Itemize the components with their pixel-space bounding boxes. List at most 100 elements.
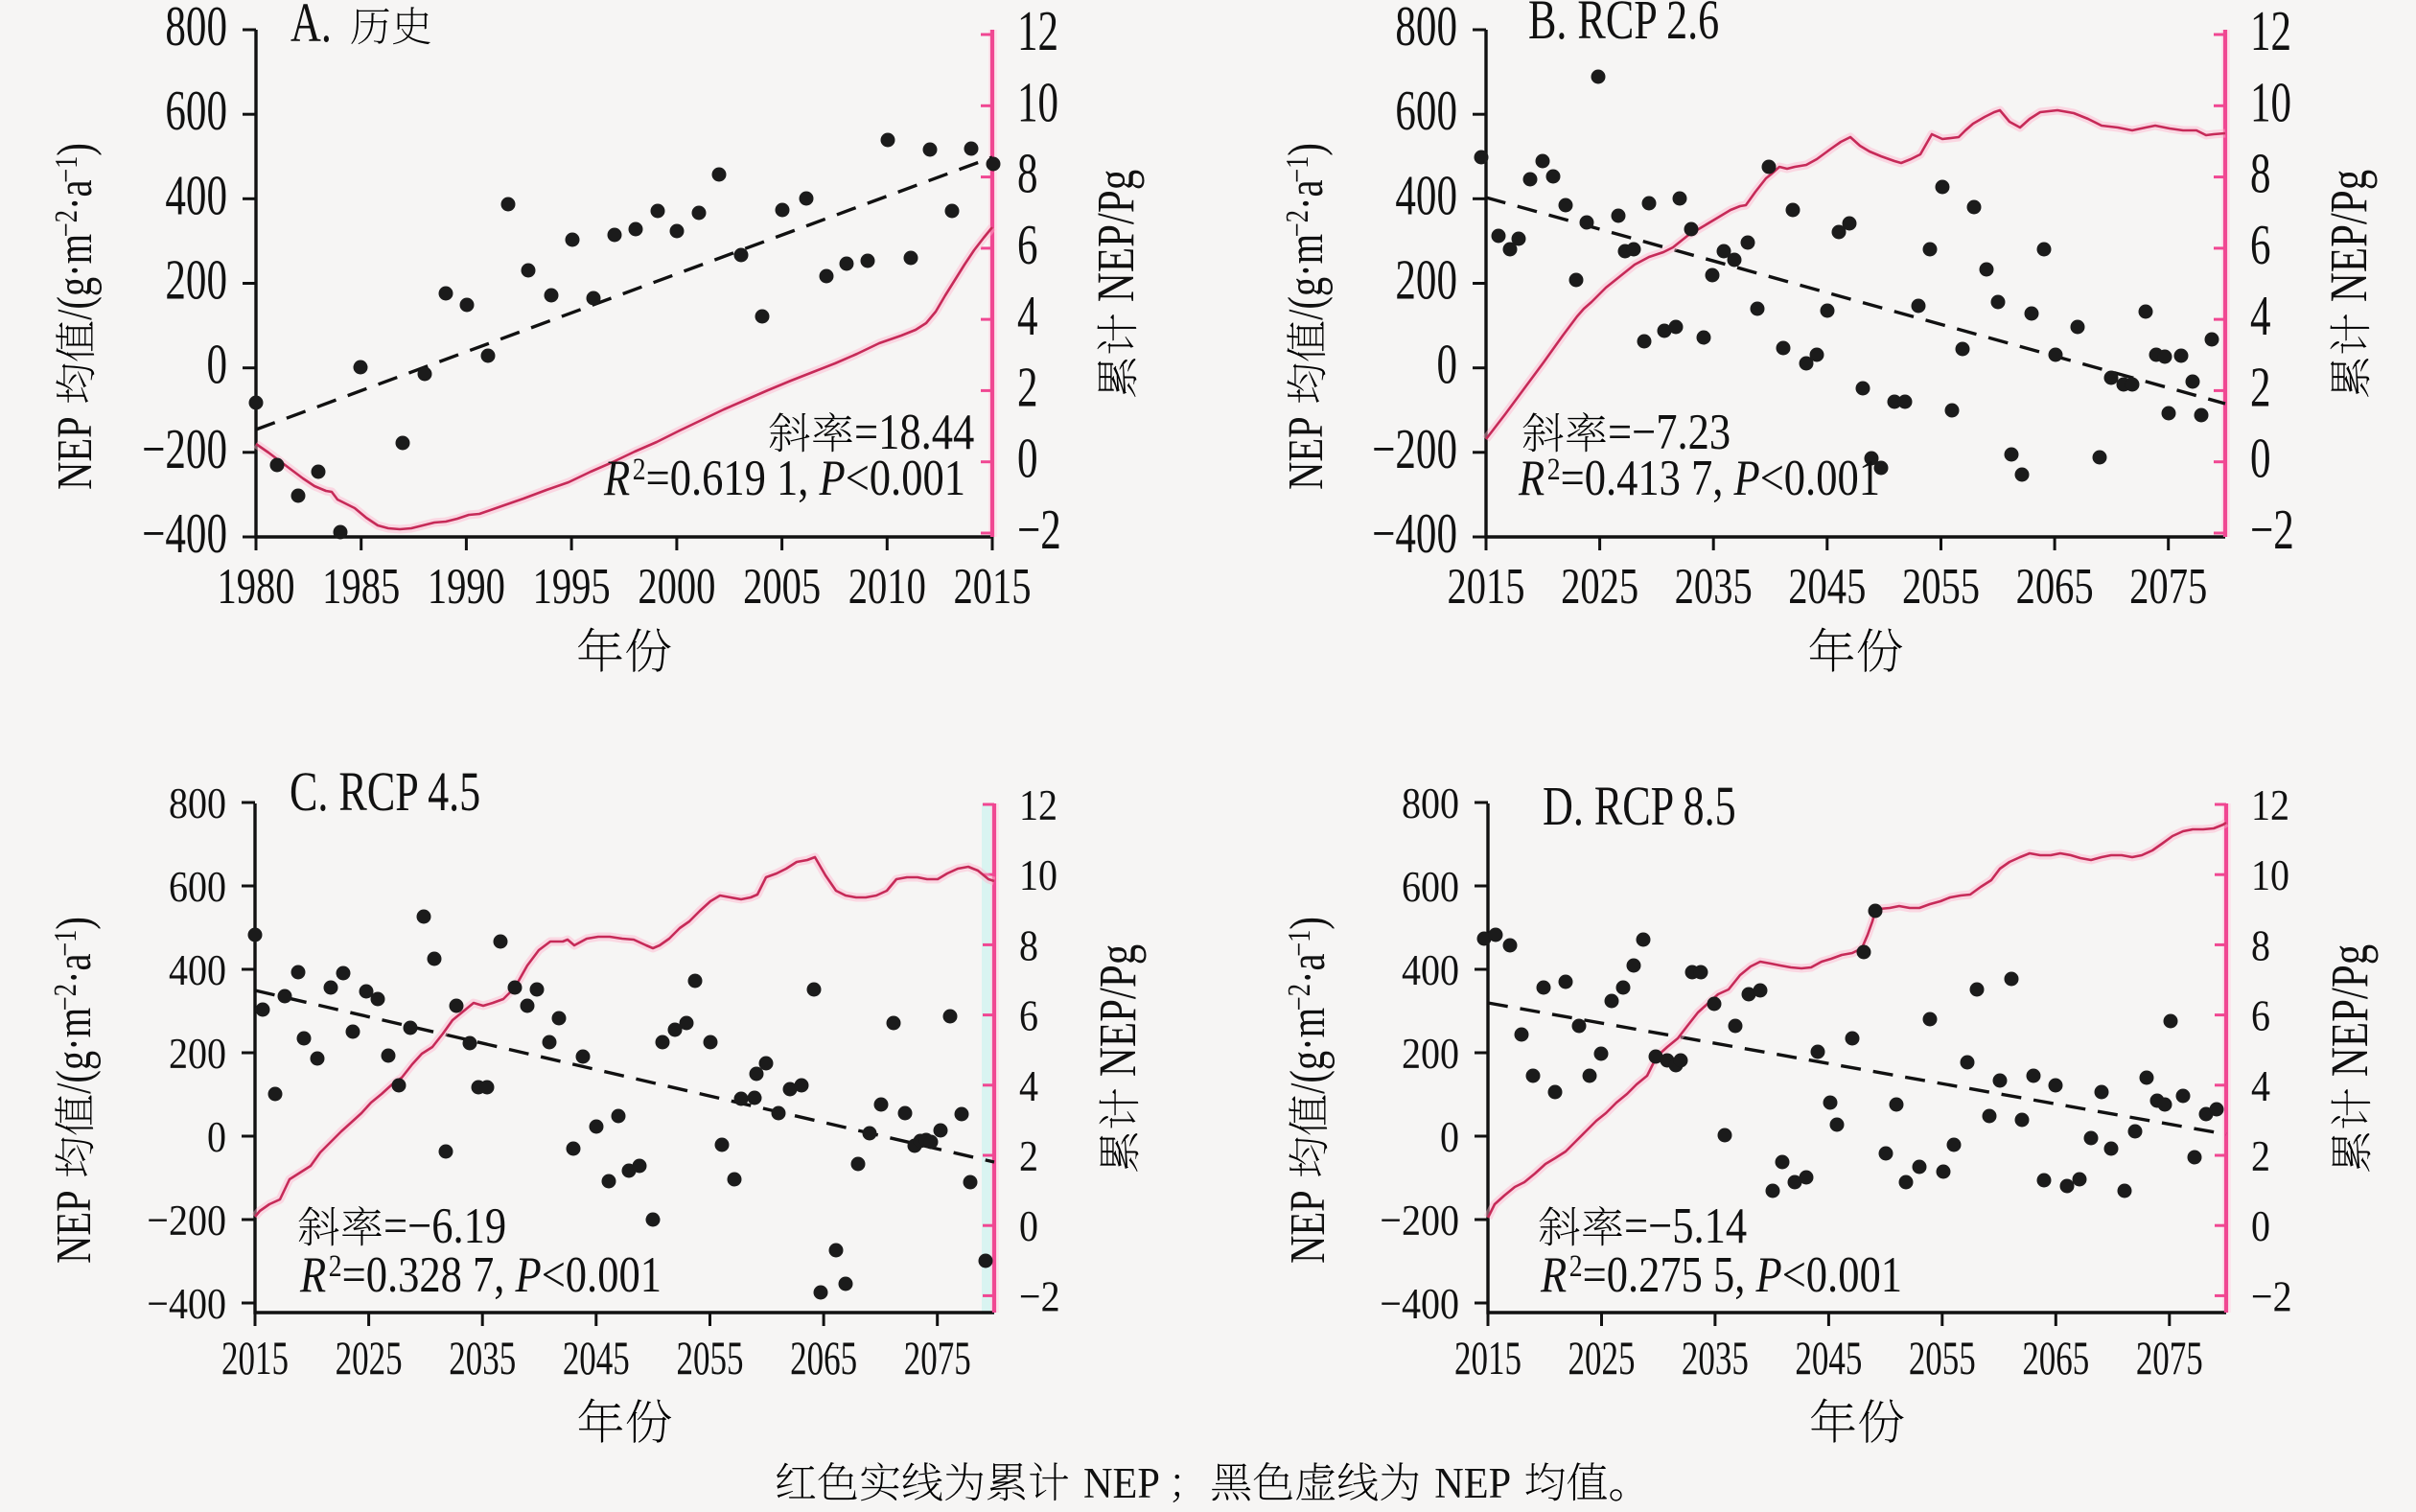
svg-text:2075: 2075 [2136, 1333, 2203, 1384]
svg-text:1985: 1985 [322, 559, 400, 615]
svg-text:−200: −200 [1380, 1198, 1459, 1245]
svg-text:2035: 2035 [1675, 559, 1753, 615]
svg-text:R: R [603, 449, 630, 506]
svg-text:P: P [1733, 449, 1760, 506]
svg-text:−2: −2 [47, 984, 83, 1011]
svg-text:<0.001: <0.001 [1782, 1245, 1902, 1303]
svg-text:NEP: NEP [47, 416, 103, 490]
svg-text:−400: −400 [147, 1281, 226, 1329]
svg-text:=−5.14: =−5.14 [1624, 1197, 1747, 1254]
svg-text:0: 0 [2251, 1203, 2270, 1251]
svg-text:800: 800 [1395, 0, 1457, 58]
svg-text:800: 800 [1402, 780, 1459, 828]
svg-text:2: 2 [633, 452, 646, 487]
svg-text:=0.619 1,: =0.619 1, [646, 449, 809, 506]
svg-text:−400: −400 [1372, 503, 1457, 566]
svg-text:2065: 2065 [2016, 559, 2094, 615]
svg-text:NEP: NEP [1083, 1460, 1160, 1507]
svg-text:2065: 2065 [2022, 1333, 2089, 1384]
svg-text:4: 4 [1019, 1062, 1038, 1110]
svg-text:6: 6 [2251, 992, 2270, 1040]
svg-text:200: 200 [169, 1031, 226, 1079]
svg-text:=−7.23: =−7.23 [1608, 403, 1731, 460]
svg-text:−2: −2 [1281, 984, 1317, 1011]
svg-text:6: 6 [1019, 992, 1038, 1040]
svg-text:200: 200 [1402, 1031, 1459, 1079]
svg-text:800: 800 [169, 780, 226, 828]
svg-text:2015: 2015 [953, 559, 1031, 615]
svg-text:2: 2 [2250, 357, 2271, 419]
svg-text:2075: 2075 [2129, 559, 2207, 615]
svg-text:): ) [1280, 917, 1336, 930]
svg-text:600: 600 [1402, 864, 1459, 912]
svg-text:=0.413 7,: =0.413 7, [1561, 449, 1724, 506]
svg-text:6: 6 [2250, 214, 2271, 276]
svg-text:2035: 2035 [449, 1333, 516, 1384]
svg-text:0: 0 [206, 334, 227, 396]
svg-text:2: 2 [1017, 357, 1038, 419]
svg-text:R: R [1540, 1245, 1567, 1303]
svg-text:<0.001: <0.001 [846, 449, 965, 506]
svg-text:NEP: NEP [1280, 1190, 1336, 1264]
svg-text:8: 8 [2251, 922, 2270, 970]
svg-text:2000: 2000 [638, 559, 715, 615]
svg-text:400: 400 [169, 947, 226, 995]
svg-text:R: R [299, 1245, 326, 1303]
svg-text:2055: 2055 [677, 1333, 744, 1384]
svg-text:·a: ·a [1278, 179, 1334, 210]
svg-text:): ) [47, 143, 103, 156]
svg-text:NEP: NEP [1278, 416, 1334, 490]
svg-text:12: 12 [2251, 782, 2289, 830]
svg-text:−1: −1 [1279, 156, 1315, 183]
svg-text:2045: 2045 [1788, 559, 1866, 615]
svg-text:2075: 2075 [904, 1333, 971, 1384]
svg-text:−2: −2 [2251, 1273, 2292, 1321]
svg-text:10: 10 [2250, 72, 2291, 134]
svg-text:−2: −2 [48, 210, 84, 237]
svg-text:·a: ·a [1280, 953, 1336, 984]
svg-text:12: 12 [1019, 782, 1057, 830]
svg-text:2065: 2065 [790, 1333, 857, 1384]
svg-text:/(g·m: /(g·m [1280, 1008, 1336, 1094]
svg-text:1980: 1980 [217, 559, 294, 615]
svg-text:NEP/Pg: NEP/Pg [2320, 944, 2379, 1077]
svg-text:=0.328 7,: =0.328 7, [342, 1245, 505, 1303]
svg-text:0: 0 [2250, 428, 2271, 490]
svg-text:800: 800 [165, 0, 227, 58]
svg-text:2: 2 [2251, 1133, 2270, 1181]
svg-text:·a: ·a [46, 953, 102, 984]
svg-text:600: 600 [1395, 81, 1457, 143]
svg-text:8: 8 [1017, 143, 1038, 205]
svg-text:2055: 2055 [1909, 1333, 1976, 1384]
svg-text:−200: −200 [1372, 418, 1457, 480]
svg-text:6: 6 [1017, 214, 1038, 276]
svg-text:2035: 2035 [1682, 1333, 1749, 1384]
svg-text:0: 0 [207, 1114, 226, 1162]
svg-text:400: 400 [1395, 165, 1457, 227]
svg-text:NEP/Pg: NEP/Pg [1086, 170, 1145, 302]
svg-text:2005: 2005 [743, 559, 821, 615]
svg-text:−200: −200 [142, 418, 227, 480]
svg-text:/(g·m: /(g·m [1278, 234, 1334, 320]
svg-text:NEP: NEP [1434, 1460, 1511, 1507]
svg-text:−2: −2 [1019, 1273, 1060, 1321]
svg-text:): ) [1278, 143, 1334, 156]
svg-text:4: 4 [2251, 1062, 2270, 1110]
svg-text:2: 2 [1569, 1248, 1583, 1284]
svg-text:=−6.19: =−6.19 [383, 1197, 506, 1254]
svg-text:2: 2 [329, 1248, 342, 1284]
svg-text:1990: 1990 [428, 559, 505, 615]
svg-text:): ) [46, 917, 102, 930]
svg-text:P: P [1755, 1245, 1782, 1303]
svg-text:/(g·m: /(g·m [46, 1008, 102, 1094]
svg-text:2: 2 [1547, 452, 1561, 487]
svg-text:12: 12 [1017, 1, 1058, 63]
svg-text:<0.001: <0.001 [1760, 449, 1880, 506]
svg-text:=18.44: =18.44 [854, 403, 974, 460]
svg-text:10: 10 [1017, 72, 1058, 134]
svg-text:0: 0 [1017, 428, 1038, 490]
svg-text:−200: −200 [147, 1198, 226, 1245]
svg-text:2045: 2045 [563, 1333, 630, 1384]
svg-text:2: 2 [1019, 1133, 1038, 1181]
svg-text:2045: 2045 [1795, 1333, 1862, 1384]
